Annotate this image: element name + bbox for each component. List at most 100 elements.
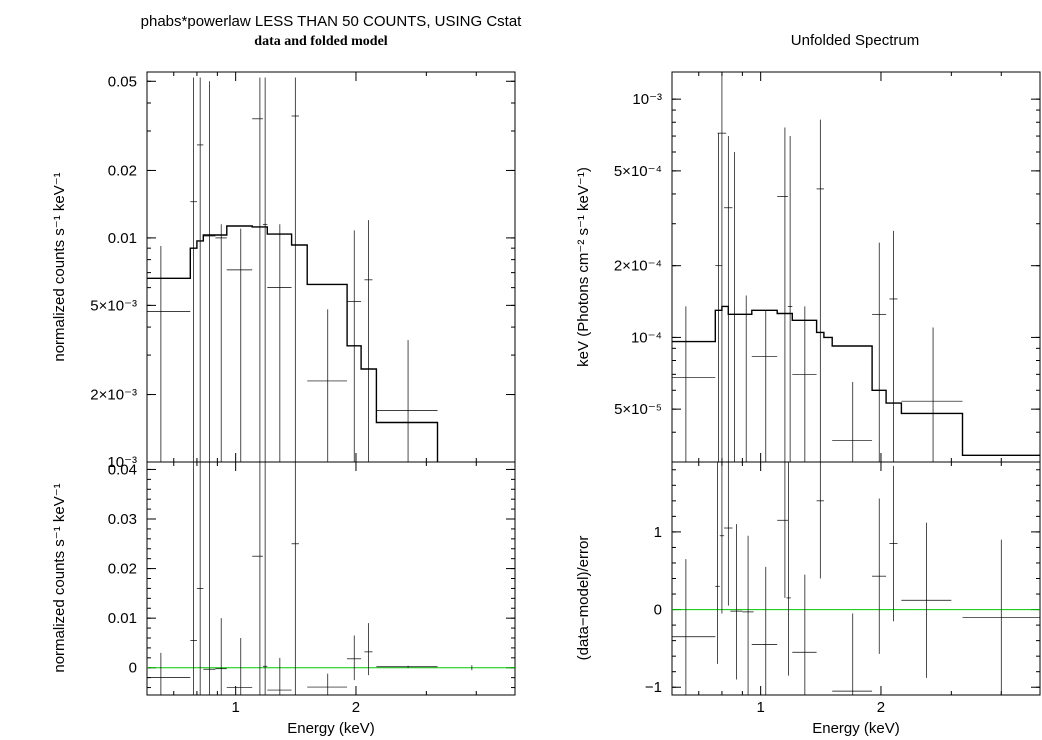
right-bottom-data-point xyxy=(901,522,952,678)
right-bottom-panel: −1 0 1 1 2 Energy (keV) (data−model)/error xyxy=(575,461,1041,737)
right-bottom-data-point xyxy=(742,535,754,695)
left-bottom-data-point xyxy=(307,673,348,695)
right-bottom-xtick-label: 2 xyxy=(877,699,885,716)
right-bottom-ytick-label: −1 xyxy=(645,679,662,696)
left-top-model-step xyxy=(147,225,439,462)
right-top-data-point xyxy=(777,127,788,462)
left-top-ytick-label: 0.02 xyxy=(108,162,137,179)
right-top-data-point xyxy=(715,133,722,462)
right-bottom-data-point xyxy=(730,524,743,680)
left-top-frame xyxy=(146,71,516,463)
right-top-data-point xyxy=(889,230,898,462)
left-top-ytick-label: 10⁻³ xyxy=(107,454,137,471)
right-bottom-data-point xyxy=(792,574,817,695)
left-top-data-point xyxy=(190,77,197,462)
right-top-ytick-label: 10⁻³ xyxy=(632,91,662,108)
left-bottom-ytick-label: 0.04 xyxy=(108,461,137,478)
right-top-panel: 10⁻³ 5×10⁻⁴ 2×10⁻⁴ 10⁻⁴ 5×10⁻⁵ keV (Photons c… xyxy=(575,71,1041,463)
left-bottom-data-point xyxy=(364,623,373,676)
left-bottom-data-point xyxy=(291,462,299,695)
left-top-ytick-label: 2×10⁻³ xyxy=(90,387,137,404)
right-top-data-point xyxy=(787,136,793,462)
left-bottom-xlabel: Energy (keV) xyxy=(287,720,375,737)
left-bottom-xtick-label: 2 xyxy=(352,699,360,716)
left-top-data-point xyxy=(226,228,253,462)
right-bottom-data-point xyxy=(724,462,733,606)
left-title-line2: data and folded model xyxy=(254,34,388,49)
left-bottom-xtick-label: 1 xyxy=(231,699,239,716)
left-bottom-ytick-label: 0.02 xyxy=(108,561,137,578)
left-bottom-ytick-label: 0 xyxy=(129,660,137,677)
right-bottom-data-point xyxy=(751,566,778,695)
left-top-panel: 0.05 0.02 0.01 5×10⁻³ 2×10⁻³ 10⁻³ normalized c… xyxy=(51,71,516,471)
right-top-data-point xyxy=(901,327,963,462)
right-top-ytick-label: 5×10⁻⁴ xyxy=(614,163,662,180)
right-bottom-data-point xyxy=(962,539,1040,695)
right-bottom-data-point xyxy=(872,498,887,654)
right-bottom-data-point xyxy=(816,462,824,579)
left-bottom-data-point xyxy=(267,657,292,695)
left-top-data-point xyxy=(267,224,292,462)
left-top-ylabel: normalized counts s⁻¹ keV⁻¹ xyxy=(51,172,68,361)
left-top-ytick-label: 0.01 xyxy=(108,230,137,247)
left-bottom-data-point xyxy=(196,462,204,695)
left-top-data-point xyxy=(364,220,373,462)
right-top-ylabel: keV (Photons cm⁻² s⁻¹ keV⁻¹) xyxy=(575,167,592,367)
right-bottom-data-point xyxy=(777,462,788,598)
right-bottom-ytick-label: 0 xyxy=(654,602,662,619)
left-top-data-point xyxy=(262,77,268,462)
right-top-ytick-label: 5×10⁻⁵ xyxy=(614,401,662,418)
left-bottom-frame xyxy=(146,461,516,696)
right-top-data-point xyxy=(728,152,741,462)
right-bottom-ytick-label: 1 xyxy=(654,524,662,541)
left-bottom-ytick-label: 0.01 xyxy=(108,610,137,627)
right-top-model-step xyxy=(672,305,1040,456)
left-top-data-point xyxy=(291,77,299,462)
right-top-data-point xyxy=(717,72,727,462)
right-top-frame xyxy=(671,71,1041,463)
right-bottom-data-point xyxy=(715,462,720,664)
left-title-line1: phabs*powerlaw LESS THAN 50 COUNTS, USIN… xyxy=(141,13,523,30)
right-top-data-point xyxy=(832,381,873,462)
right-top-data-point xyxy=(872,242,887,462)
right-bottom-data-point xyxy=(672,559,716,695)
left-bottom-data-point xyxy=(262,462,268,695)
right-top-data-point xyxy=(792,306,817,462)
left-top-ytick-label: 0.05 xyxy=(108,73,137,90)
right-bottom-data-point xyxy=(719,462,725,614)
right-bottom-data-point xyxy=(832,613,873,695)
left-bottom-data-point xyxy=(376,665,438,668)
left-top-data-point xyxy=(147,246,191,462)
left-bottom-ytick-label: 0.03 xyxy=(108,511,137,528)
left-top-ytick-label: 5×10⁻³ xyxy=(90,297,137,314)
left-bottom-data-point xyxy=(226,637,253,695)
left-bottom-data-point xyxy=(147,652,191,695)
right-bottom-xtick-label: 1 xyxy=(756,699,764,716)
left-top-data-point xyxy=(203,81,216,462)
right-bottom-data-point xyxy=(889,465,898,622)
left-bottom-ylabel: normalized counts s⁻¹ keV⁻¹ xyxy=(51,483,68,672)
right-title: Unfolded Spectrum xyxy=(791,32,919,49)
left-top-data-point xyxy=(215,224,227,462)
left-bottom-data-point xyxy=(190,462,197,695)
left-bottom-data-point xyxy=(215,618,227,695)
left-top-data-point xyxy=(196,77,204,462)
right-top-ytick-label: 2×10⁻⁴ xyxy=(614,258,662,275)
right-top-data-point xyxy=(740,295,752,462)
right-bottom-ylabel: (data−model)/error xyxy=(575,536,592,661)
right-top-data-point xyxy=(672,306,716,462)
right-bottom-frame xyxy=(671,461,1041,696)
right-top-data-point xyxy=(816,119,824,462)
right-top-ytick-label: 10⁻⁴ xyxy=(631,329,662,346)
left-top-data-point xyxy=(252,77,263,462)
right-top-data-point xyxy=(751,310,778,462)
left-bottom-data-point xyxy=(203,462,216,695)
right-bottom-xlabel: Energy (keV) xyxy=(812,720,900,737)
right-bottom-data-point xyxy=(786,462,791,676)
left-top-data-point xyxy=(376,340,438,462)
left-bottom-data-point xyxy=(252,462,263,695)
left-bottom-data-point xyxy=(347,635,362,681)
right-top-data-point xyxy=(724,136,733,462)
left-bottom-panel: 0 0.01 0.02 0.03 0.04 1 2 Energy (keV) normalize… xyxy=(51,461,516,737)
